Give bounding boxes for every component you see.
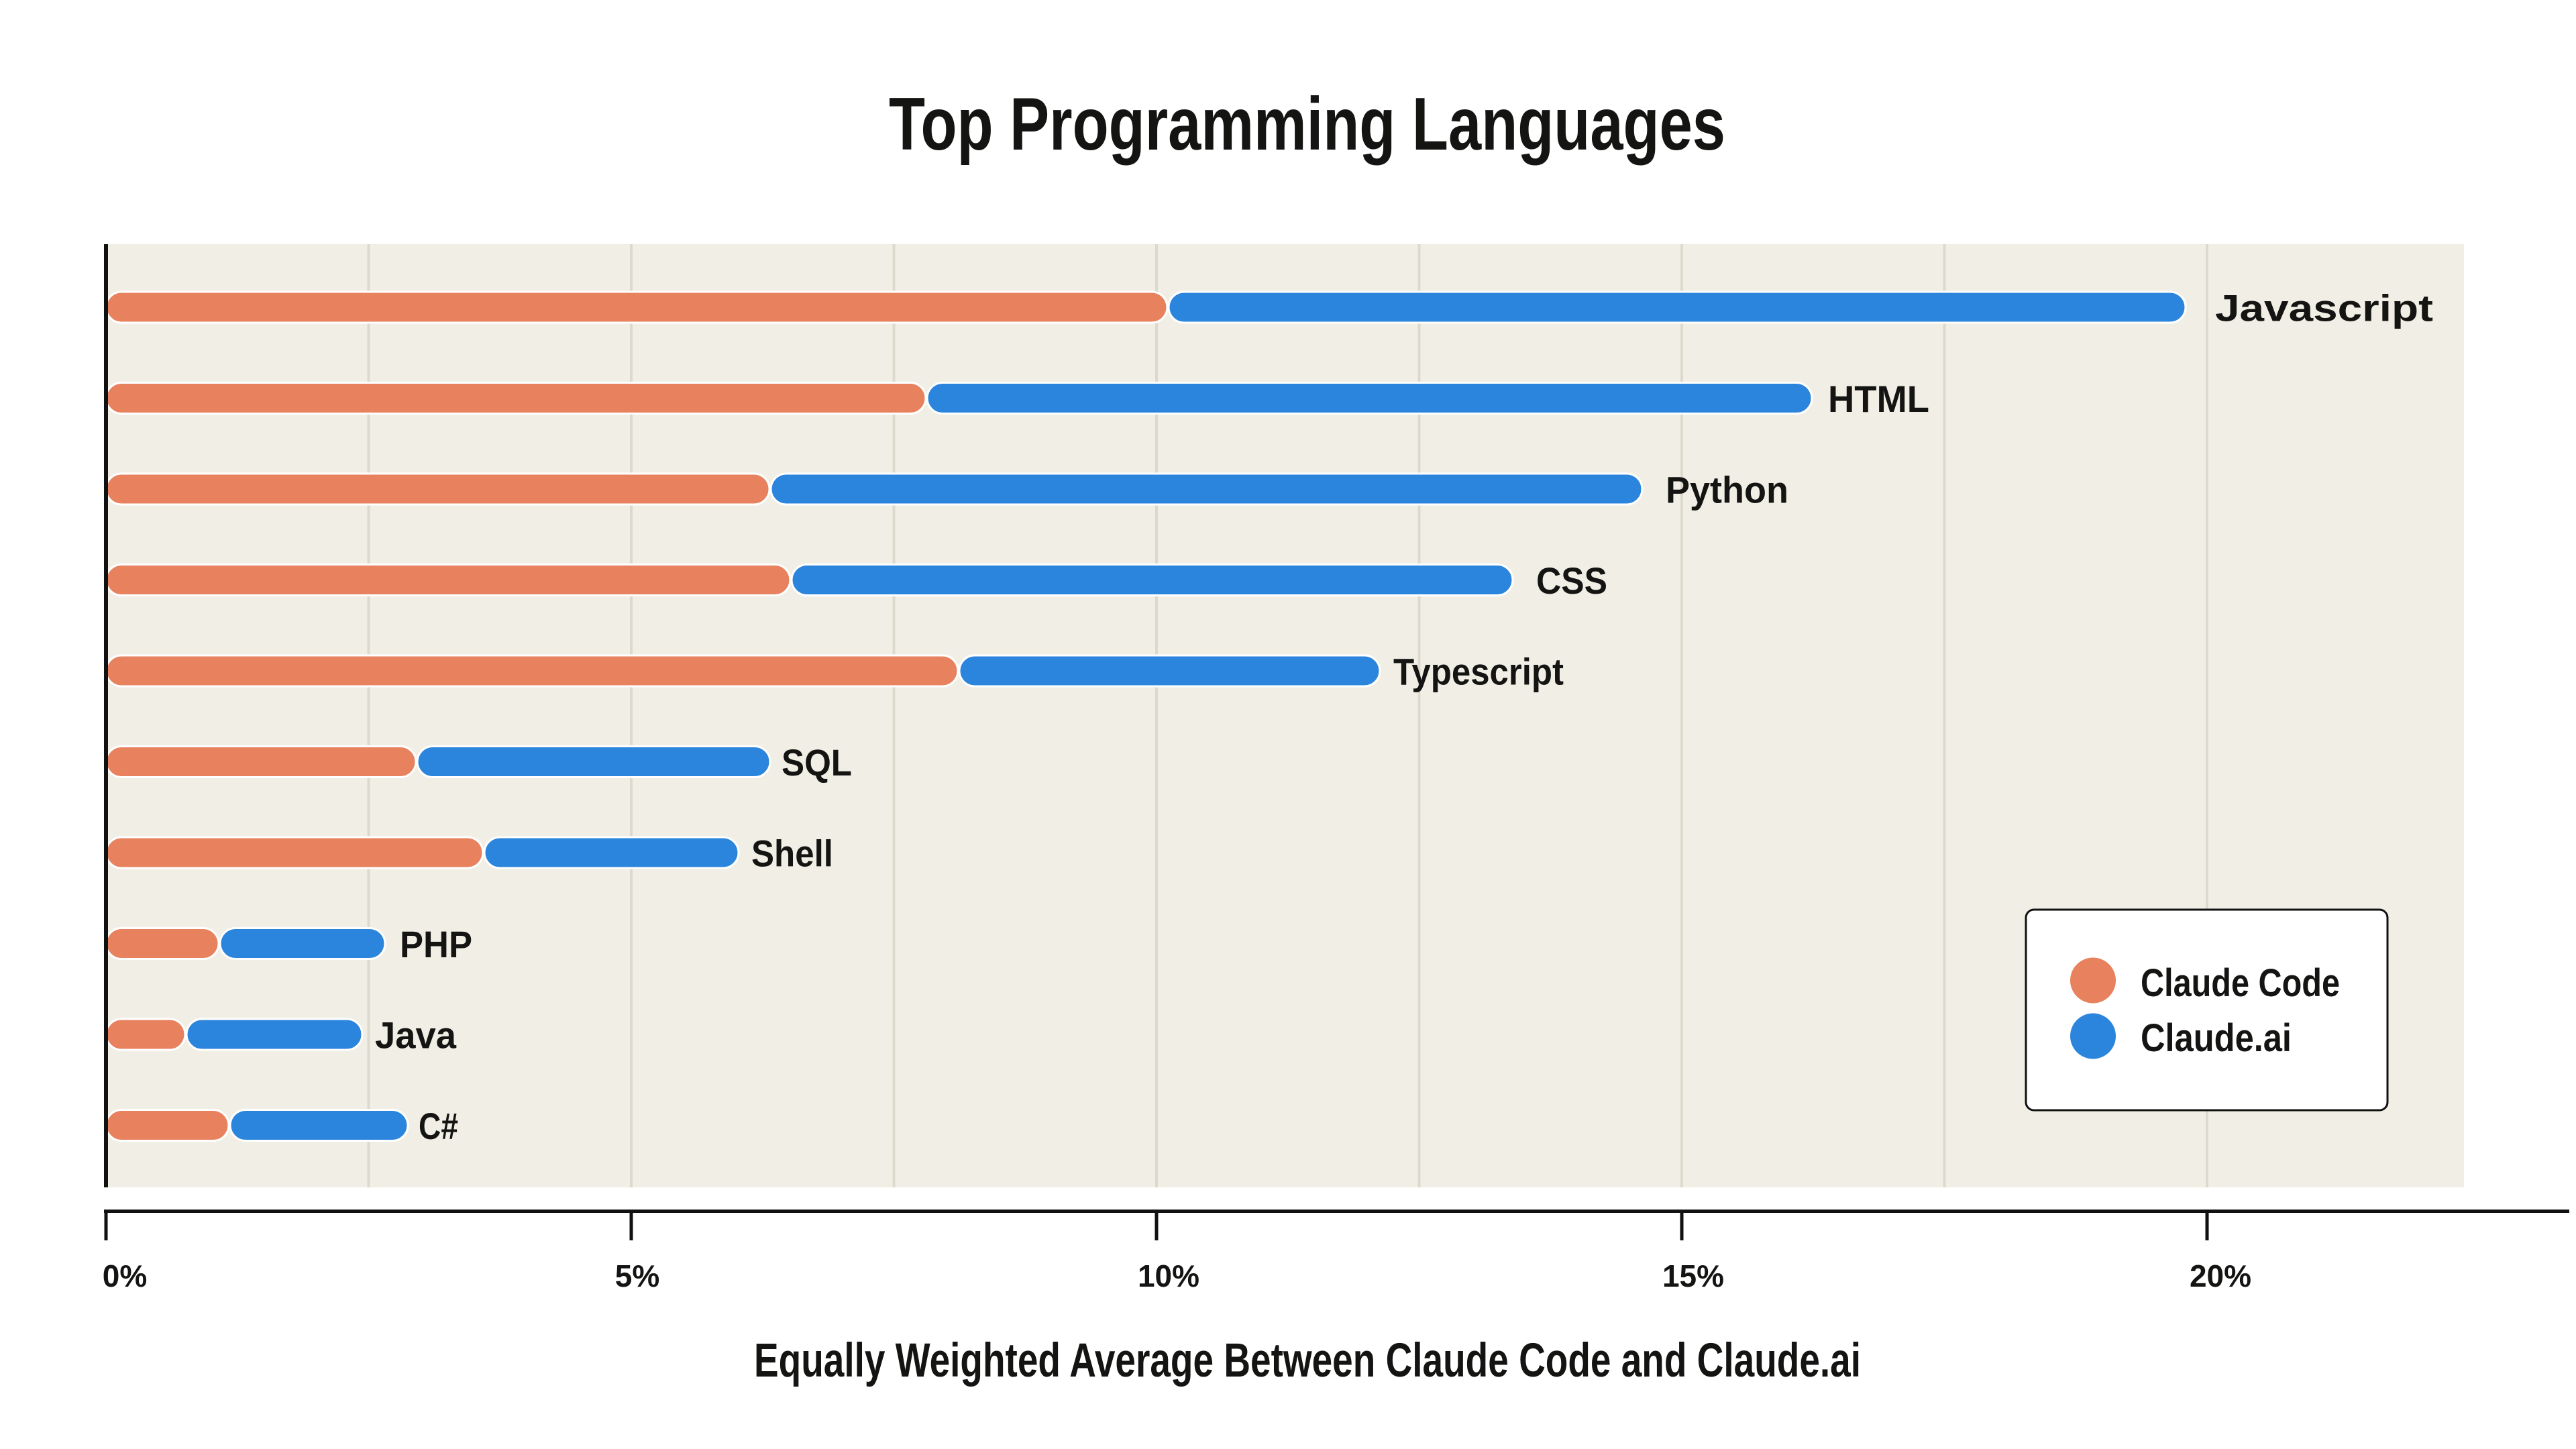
svg-text:Equally Weighted Average Betwe: Equally Weighted Average Between Claude … (754, 1334, 1861, 1387)
svg-text:C#: C# (419, 1105, 458, 1147)
svg-text:Javascript: Javascript (2215, 287, 2433, 329)
svg-text:Python: Python (1666, 469, 1788, 511)
svg-text:Claude Code: Claude Code (2141, 961, 2340, 1005)
svg-text:SQL: SQL (782, 741, 852, 784)
svg-text:0%: 0% (103, 1258, 147, 1293)
svg-text:5%: 5% (615, 1258, 659, 1293)
svg-text:CSS: CSS (1536, 559, 1607, 602)
svg-text:PHP: PHP (400, 923, 472, 965)
svg-text:Java: Java (375, 1014, 457, 1057)
svg-text:15%: 15% (1662, 1258, 1724, 1293)
svg-text:HTML: HTML (1828, 378, 1929, 420)
svg-text:Claude.ai: Claude.ai (2141, 1016, 2292, 1060)
svg-text:Shell: Shell (751, 833, 833, 875)
svg-text:10%: 10% (1138, 1258, 1199, 1293)
svg-text:20%: 20% (2190, 1258, 2251, 1293)
svg-text:Typescript: Typescript (1393, 651, 1564, 693)
svg-text:Top Programming Languages: Top Programming Languages (889, 83, 1725, 166)
